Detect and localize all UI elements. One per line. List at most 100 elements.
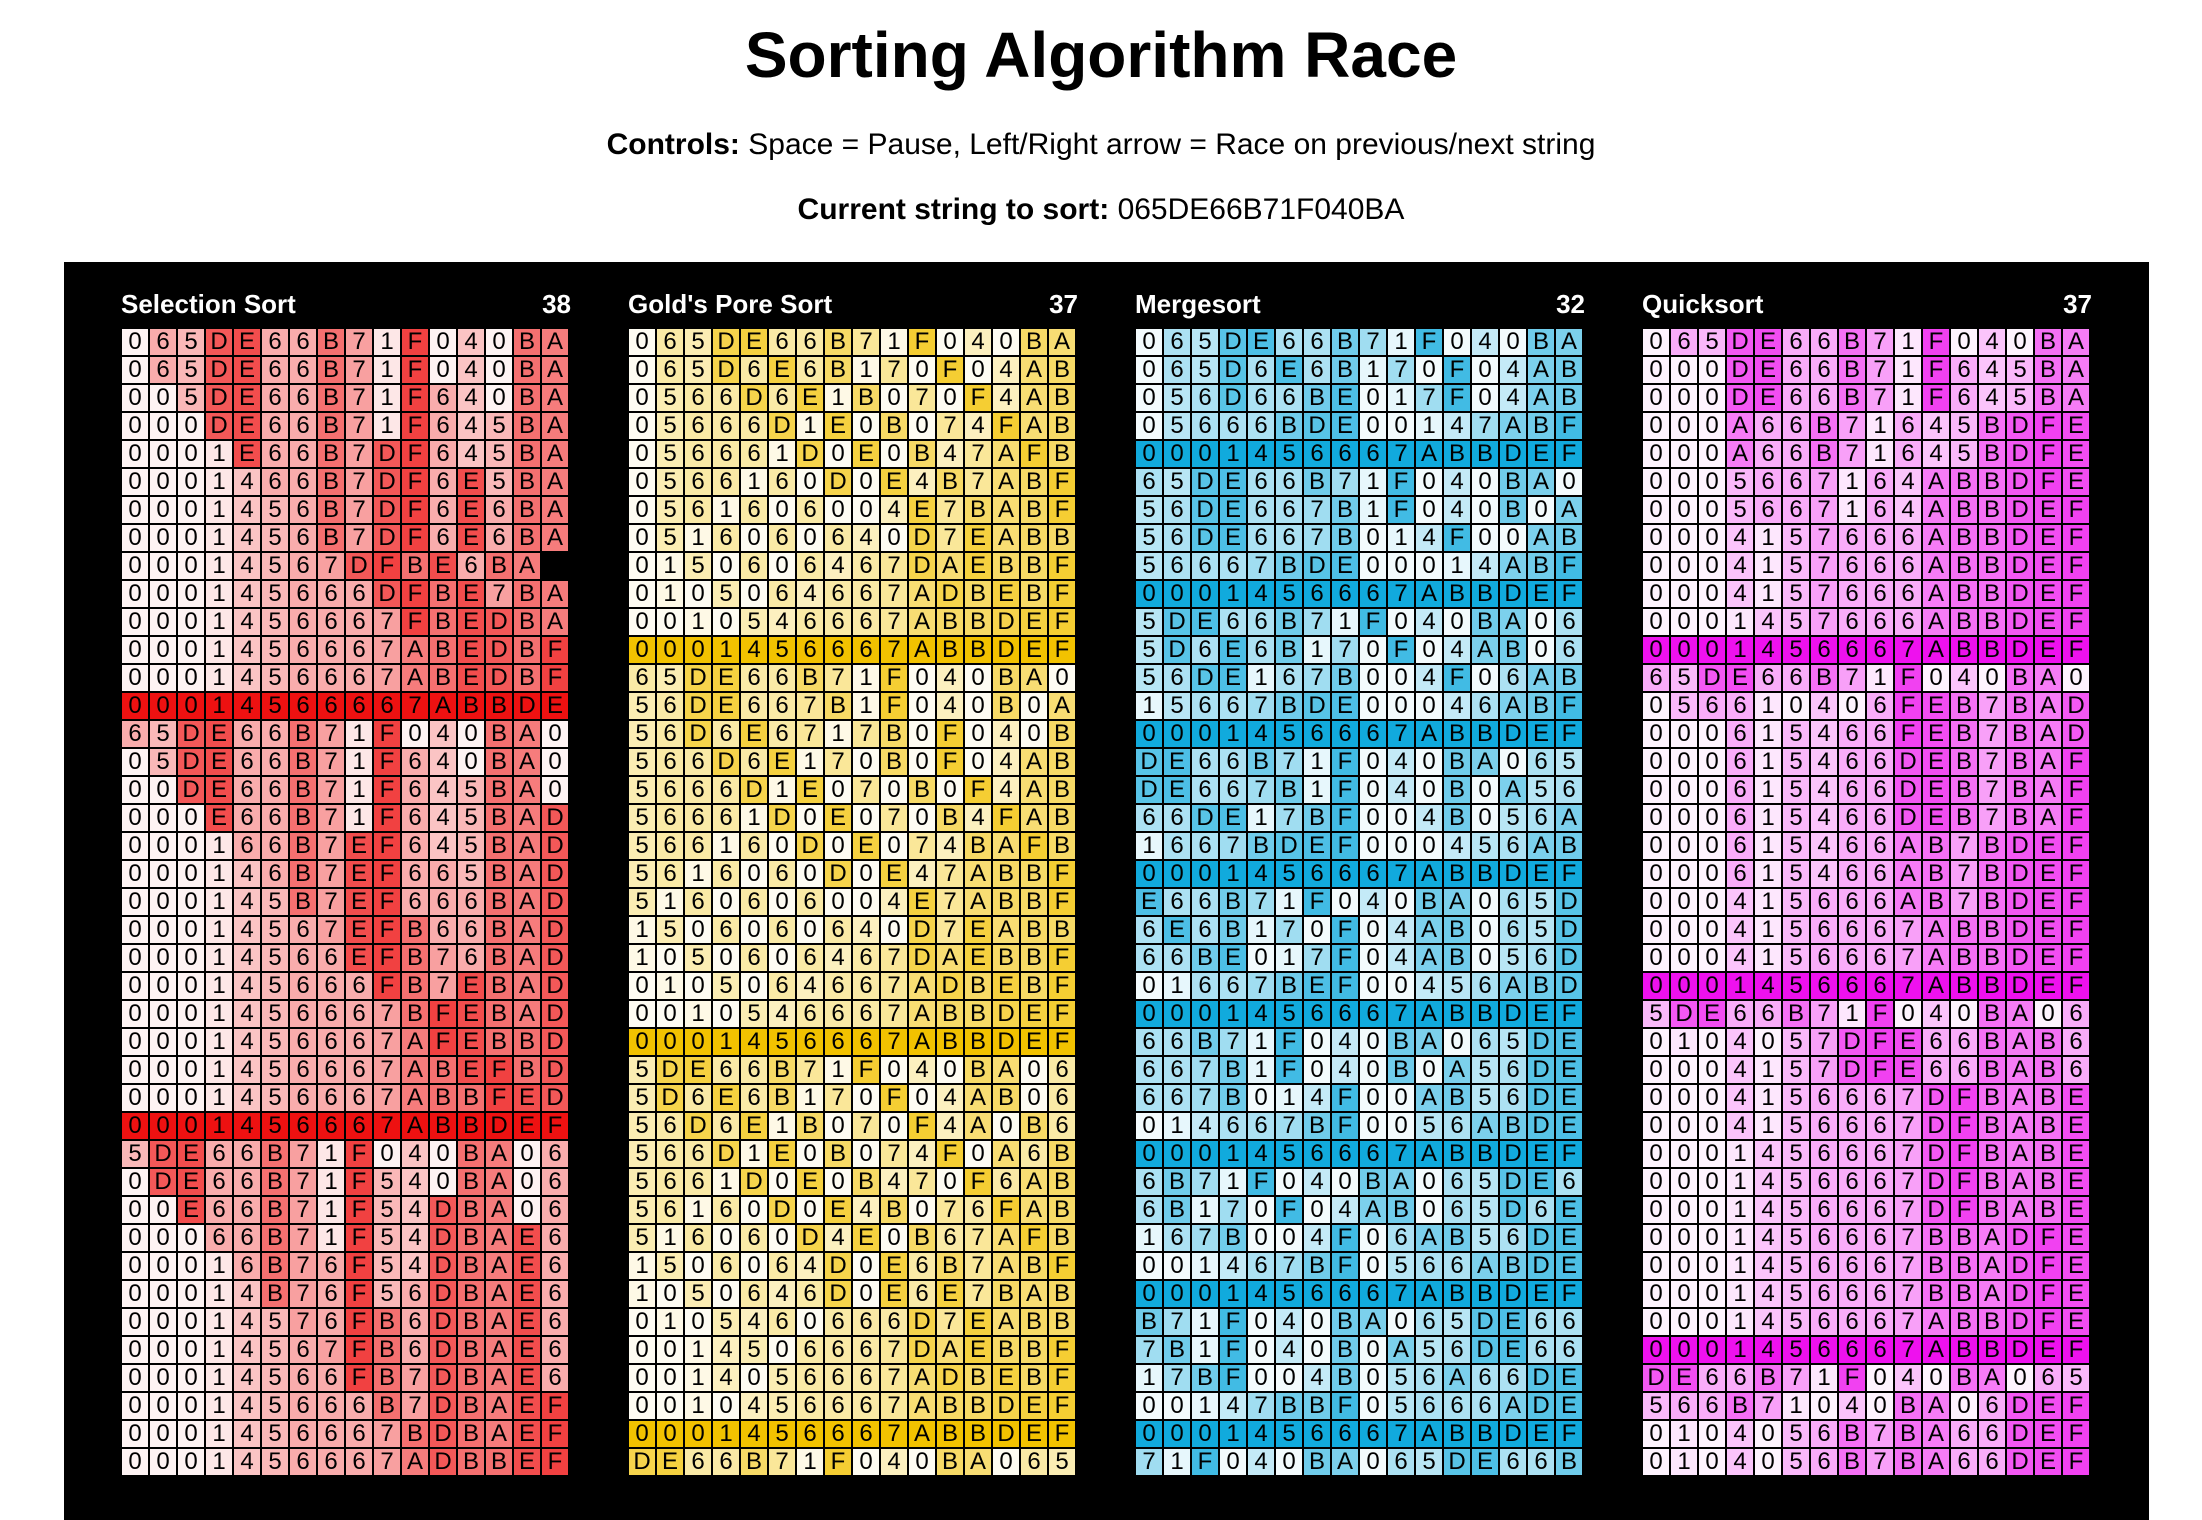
grid-cell: A [541,384,569,412]
grid-cell: 0 [177,636,205,664]
grid-cell: B [457,1364,485,1392]
grid-cell: 0 [684,1420,712,1448]
grid-cell: 1 [1726,1308,1754,1336]
grid-cell: F [2062,552,2090,580]
grid-cell: 5 [628,860,656,888]
grid-cell: 7 [880,356,908,384]
grid-cell: B [1048,524,1076,552]
grid-cell: B [513,664,541,692]
grid-cell: 5 [1782,1168,1810,1196]
grid-cell: 6 [1838,1224,1866,1252]
grid-cell: 4 [401,1168,429,1196]
grid-cell: B [2034,384,2062,412]
grid-cell: 6 [373,692,401,720]
grid-cell: 7 [1894,1308,1922,1336]
grid-cell: E [1555,1028,1583,1056]
grid-cell: B [1331,1336,1359,1364]
grid-cell: 6 [1191,776,1219,804]
grid-cell: 0 [964,1140,992,1168]
grid-cell: 6 [289,1028,317,1056]
grid-cell: F [1247,1168,1275,1196]
grid-cell: E [2034,636,2062,664]
grid-cell: 7 [1219,1028,1247,1056]
grid-cell: 4 [429,776,457,804]
grid-cell: 4 [401,1224,429,1252]
grid-cell: B [513,1056,541,1084]
grid-cell: 5 [1782,1084,1810,1112]
grid-cell: 6 [684,748,712,776]
grid-cell: A [513,888,541,916]
grid-cell: B [457,1168,485,1196]
grid-cell: 0 [149,664,177,692]
grid-cell: 1 [345,748,373,776]
grid-cell: 0 [1135,440,1163,468]
grid-cell: 0 [177,944,205,972]
grid-cell: 4 [964,804,992,832]
grid-cell: D [1555,916,1583,944]
grid-cell: 5 [1670,664,1698,692]
grid-cell: 7 [345,468,373,496]
grid-cell: F [429,1028,457,1056]
grid-cell: 7 [1950,860,1978,888]
grid-cell: E [233,412,261,440]
grid-cell: D [1922,1140,1950,1168]
grid-cell: 6 [1726,860,1754,888]
grid-cell: A [1443,1364,1471,1392]
grid-cell: A [401,664,429,692]
grid-cell: 6 [345,664,373,692]
grid-cell: 0 [908,412,936,440]
grid-cell: A [541,524,569,552]
grid-cell: 0 [628,1420,656,1448]
grid-cell: 0 [177,664,205,692]
grid-cell: F [880,1084,908,1112]
grid-cell: F [1048,1252,1076,1280]
grid-cell: 5 [1782,1280,1810,1308]
grid-cell: 0 [149,1308,177,1336]
grid-cell: D [541,1000,569,1028]
grid-cell: 7 [401,1392,429,1420]
grid-cell: 5 [1499,1028,1527,1056]
grid-cell: 6 [1782,496,1810,524]
grid-cell: 7 [401,692,429,720]
grid-cell: B [1303,1392,1331,1420]
grid-cell: 0 [1471,944,1499,972]
grid-cell: A [2006,1168,2034,1196]
grid-cell: D [1527,1392,1555,1420]
grid-cell: 7 [1978,804,2006,832]
grid-cell: B [513,468,541,496]
grid-cell: 4 [1922,1000,1950,1028]
grid-cell: 7 [1978,692,2006,720]
grid-cell: A [1020,804,1048,832]
grid-cell: 6 [712,1252,740,1280]
grid-cell: A [908,1000,936,1028]
grid-cell: A [992,524,1020,552]
grid-cell: F [2034,440,2062,468]
grid-cell: 0 [1359,1336,1387,1364]
grid-cell: A [964,1448,992,1476]
grid-cell: 6 [1247,412,1275,440]
grid-cell: 4 [768,1280,796,1308]
grid-cell: F [2062,496,2090,524]
grid-cell: 6 [1950,1028,1978,1056]
grid-cell: 0 [1415,1168,1443,1196]
grid-cell: 6 [345,1392,373,1420]
grid-cell: 0 [1359,1448,1387,1476]
grid-cell: 0 [121,916,149,944]
grid-cell: B [1527,412,1555,440]
grid-cell: 7 [1275,748,1303,776]
grid-cell: 6 [1191,972,1219,1000]
grid-cell: B [1048,832,1076,860]
grid-cell: B [401,944,429,972]
grid-cell: 0 [1471,916,1499,944]
grid-cell: D [2062,692,2090,720]
grid-cell: 0 [1670,1280,1698,1308]
grid-cell: 6 [1443,1112,1471,1140]
grid-cell: F [1866,1000,1894,1028]
grid-cell: 7 [908,384,936,412]
grid-cell: 1 [205,692,233,720]
grid-cell: 6 [1219,972,1247,1000]
grid-cell: 7 [1810,1056,1838,1084]
grid-cell: 4 [233,1112,261,1140]
grid-cell: 6 [1303,1140,1331,1168]
